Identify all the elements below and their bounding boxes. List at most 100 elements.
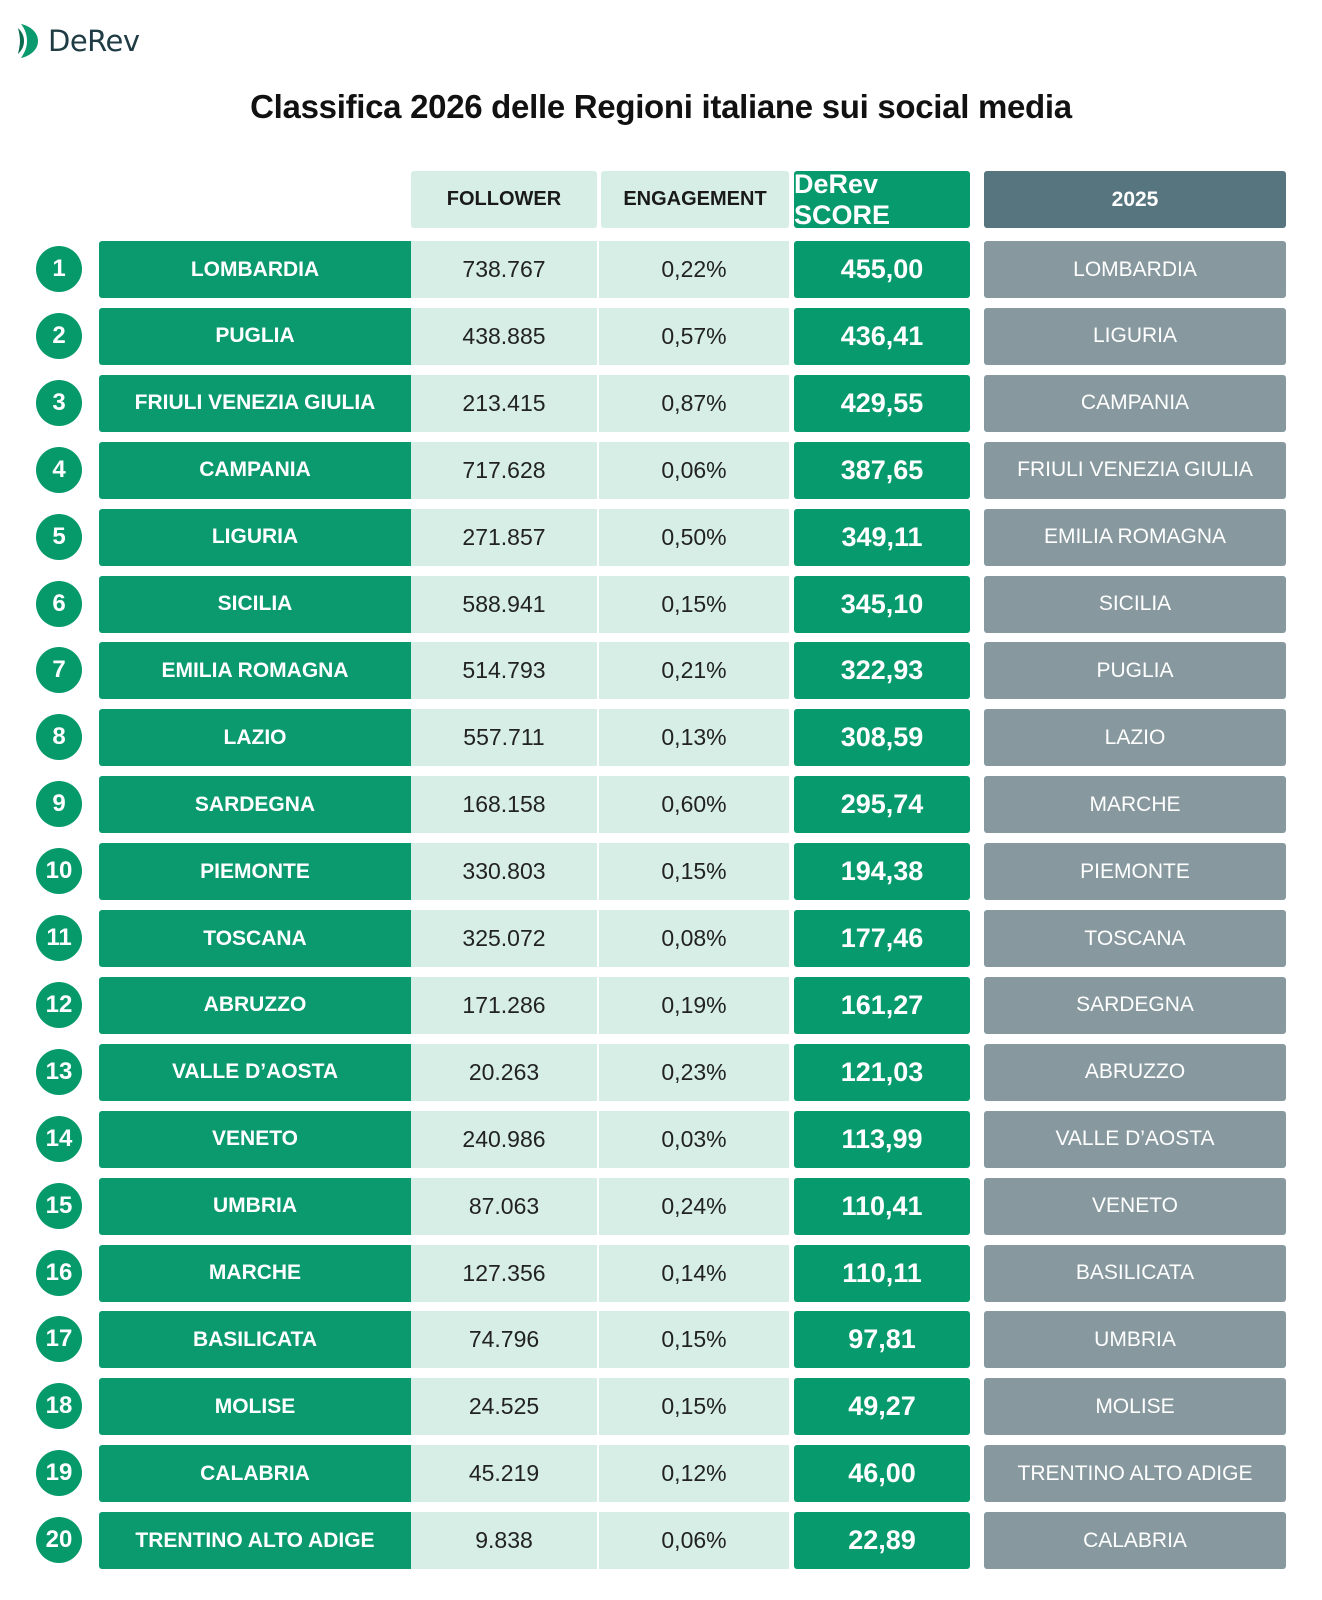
rank-badge: 15 <box>36 1182 82 1229</box>
derev-score: 22,89 <box>794 1512 970 1570</box>
engagement-rate: 0,13% <box>599 709 789 767</box>
follower-count: 24.525 <box>411 1378 599 1436</box>
previous-year-region: CAMPANIA <box>984 374 1286 432</box>
derev-score: 455,00 <box>794 241 970 298</box>
rank-badge: 20 <box>36 1517 82 1564</box>
table-row: 1 LOMBARDIA 738.767 0,22% 455,00 LOMBARDIA <box>0 241 1322 298</box>
derev-score: 194,38 <box>794 843 970 901</box>
rank-badge: 7 <box>36 647 82 694</box>
table-row: 20 TRENTINO ALTO ADIGE 9.838 0,06% 22,89 CALA… <box>0 1512 1322 1570</box>
rank-badge: 4 <box>36 446 82 493</box>
follower-count: 514.793 <box>411 642 599 700</box>
previous-year-region: CALABRIA <box>984 1512 1286 1570</box>
region-name: PUGLIA <box>99 307 411 365</box>
table-row: 10 PIEMONTE 330.803 0,15% 194,38 PIEMONTE <box>0 843 1322 901</box>
table-row: 9 SARDEGNA 168.158 0,60% 295,74 MARCHE <box>0 776 1322 834</box>
rank-badge: 6 <box>36 580 82 627</box>
derev-score: 345,10 <box>794 575 970 633</box>
region-name: MARCHE <box>99 1244 411 1302</box>
follower-count: 330.803 <box>411 843 599 901</box>
derev-score: 113,99 <box>794 1110 970 1168</box>
table-row: 14 VENETO 240.986 0,03% 113,99 VALLE D’AOSTA <box>0 1110 1322 1168</box>
rank-badge: 10 <box>36 848 82 895</box>
region-name: TOSCANA <box>99 910 411 967</box>
table-row: 4 CAMPANIA 717.628 0,06% 387,65 FRIULI VENEZI… <box>0 441 1322 499</box>
engagement-rate: 0,15% <box>599 1311 789 1369</box>
rank-badge: 2 <box>36 312 82 359</box>
table-row: 15 UMBRIA 87.063 0,24% 110,41 VENETO <box>0 1177 1322 1235</box>
rank-badge: 9 <box>36 781 82 828</box>
derev-score: 177,46 <box>794 910 970 967</box>
table-row: 18 MOLISE 24.525 0,15% 49,27 MOLISE <box>0 1378 1322 1436</box>
table-row: 7 EMILIA ROMAGNA 514.793 0,21% 322,93 PUGLIA <box>0 642 1322 700</box>
region-name: PIEMONTE <box>99 843 411 901</box>
previous-year-region: SARDEGNA <box>984 976 1286 1034</box>
table-row: 3 FRIULI VENEZIA GIULIA 213.415 0,87% 429,55… <box>0 374 1322 432</box>
rank-badge: 18 <box>36 1383 82 1430</box>
derev-score: 308,59 <box>794 709 970 767</box>
previous-year-region: LAZIO <box>984 709 1286 767</box>
header-engagement: ENGAGEMENT <box>601 171 789 228</box>
previous-year-region: VENETO <box>984 1177 1286 1235</box>
table-row: 19 CALABRIA 45.219 0,12% 46,00 TRENTINO ALTO … <box>0 1445 1322 1503</box>
previous-year-region: MOLISE <box>984 1378 1286 1436</box>
header-previous-year: 2025 <box>984 171 1286 228</box>
derev-score: 97,81 <box>794 1311 970 1369</box>
follower-count: 557.711 <box>411 709 599 767</box>
previous-year-region: FRIULI VENEZIA GIULIA <box>984 441 1286 499</box>
region-name: LOMBARDIA <box>99 241 411 298</box>
follower-count: 168.158 <box>411 776 599 834</box>
follower-count: 240.986 <box>411 1110 599 1168</box>
engagement-rate: 0,12% <box>599 1445 789 1503</box>
table-row: 6 SICILIA 588.941 0,15% 345,10 SICILIA <box>0 575 1322 633</box>
rank-badge: 5 <box>36 513 82 560</box>
engagement-rate: 0,15% <box>599 575 789 633</box>
follower-count: 438.885 <box>411 307 599 365</box>
derev-score: 387,65 <box>794 441 970 499</box>
previous-year-region: ABRUZZO <box>984 1043 1286 1101</box>
page-title: Classifica 2026 delle Regioni italiane s… <box>250 88 1072 125</box>
region-name: UMBRIA <box>99 1177 411 1235</box>
header-score: DeRev SCORE <box>794 169 970 230</box>
derev-score: 110,11 <box>794 1244 970 1302</box>
engagement-rate: 0,03% <box>599 1110 789 1168</box>
engagement-rate: 0,14% <box>599 1244 789 1302</box>
follower-count: 213.415 <box>411 374 599 432</box>
region-name: CALABRIA <box>99 1445 411 1503</box>
table-row: 11 TOSCANA 325.072 0,08% 177,46 TOSCANA <box>0 910 1322 967</box>
region-name: EMILIA ROMAGNA <box>99 642 411 700</box>
follower-count: 20.263 <box>411 1043 599 1101</box>
table-row: 5 LIGURIA 271.857 0,50% 349,11 EMILIA ROMAGNA <box>0 508 1322 566</box>
region-name: CAMPANIA <box>99 441 411 499</box>
engagement-rate: 0,57% <box>599 307 789 365</box>
engagement-rate: 0,50% <box>599 508 789 566</box>
engagement-rate: 0,19% <box>599 976 789 1034</box>
header-follower: FOLLOWER <box>411 171 597 228</box>
derev-score: 110,41 <box>794 1177 970 1235</box>
follower-count: 127.356 <box>411 1244 599 1302</box>
previous-year-region: LIGURIA <box>984 307 1286 365</box>
follower-count: 588.941 <box>411 575 599 633</box>
rank-badge: 17 <box>36 1316 82 1363</box>
derev-score: 349,11 <box>794 508 970 566</box>
brand-name: DeRev <box>48 24 140 58</box>
previous-year-region: VALLE D’AOSTA <box>984 1110 1286 1168</box>
rank-badge: 12 <box>36 981 82 1028</box>
previous-year-region: TOSCANA <box>984 910 1286 967</box>
follower-count: 9.838 <box>411 1512 599 1570</box>
engagement-rate: 0,24% <box>599 1177 789 1235</box>
table-row: 16 MARCHE 127.356 0,14% 110,11 BASILICATA <box>0 1244 1322 1302</box>
derev-score: 436,41 <box>794 307 970 365</box>
region-name: FRIULI VENEZIA GIULIA <box>99 374 411 432</box>
region-name: LIGURIA <box>99 508 411 566</box>
follower-count: 717.628 <box>411 441 599 499</box>
derev-score: 295,74 <box>794 776 970 834</box>
rank-badge: 11 <box>36 915 82 961</box>
region-name: MOLISE <box>99 1378 411 1436</box>
region-name: LAZIO <box>99 709 411 767</box>
engagement-rate: 0,60% <box>599 776 789 834</box>
rank-badge: 14 <box>36 1115 82 1162</box>
region-name: VALLE D’AOSTA <box>99 1043 411 1101</box>
rank-badge: 19 <box>36 1450 82 1497</box>
follower-count: 87.063 <box>411 1177 599 1235</box>
